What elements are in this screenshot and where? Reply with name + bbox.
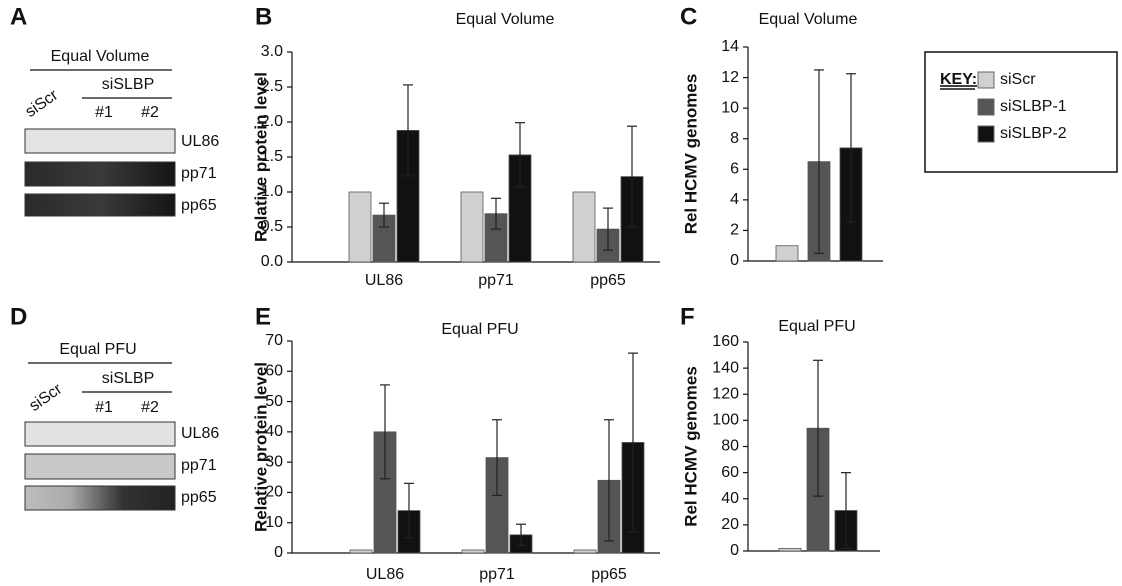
y-tick-label: 2.5 (261, 78, 283, 95)
chart: F Equal PFU Rel HCMV genomes 0 20 40 60 80 100 12… (680, 303, 880, 559)
panel-letter: F (680, 303, 695, 330)
y-tick-label: 3.0 (261, 43, 283, 60)
y-tick-label: 60 (721, 464, 739, 481)
bar (462, 550, 484, 553)
y-tick-label: 10 (265, 514, 283, 531)
legend-swatch (978, 126, 994, 142)
band-label: UL86 (181, 133, 219, 150)
y-tick-label: 160 (712, 333, 739, 350)
legend-swatch (978, 99, 994, 115)
y-tick-label: 0 (730, 542, 739, 559)
blot-band (25, 454, 175, 479)
y-tick-label: 20 (265, 484, 283, 501)
legend-label: siSLBP-1 (1000, 98, 1067, 115)
y-tick-label: 60 (265, 363, 283, 380)
legend-swatch (978, 72, 994, 88)
panel-letter: A (10, 3, 27, 30)
lane-label: #1 (95, 104, 113, 121)
bar (574, 550, 596, 553)
panel-letter: D (10, 303, 27, 330)
chart-title: Equal Volume (759, 11, 858, 28)
y-tick-label: 0 (730, 252, 739, 269)
lane-label: siScr (22, 86, 61, 121)
blot-band (25, 194, 175, 216)
legend-label: siSLBP-2 (1000, 125, 1067, 142)
y-tick-label: 6 (730, 161, 739, 178)
y-tick-label: 2.0 (261, 113, 283, 130)
x-tick-label: pp65 (591, 566, 627, 583)
y-tick-label: 0.5 (261, 218, 283, 235)
y-tick-label: 120 (712, 385, 739, 402)
y-tick-label: 40 (721, 490, 739, 507)
y-tick-label: 20 (721, 516, 739, 533)
lane-label: #2 (141, 399, 159, 416)
bar (461, 192, 483, 262)
y-tick-label: 10 (721, 99, 739, 116)
lane-label: #1 (95, 399, 113, 416)
y-tick-label: 14 (721, 38, 739, 55)
chart-title: Equal PFU (778, 318, 855, 335)
blot-title: Equal PFU (59, 341, 136, 358)
y-tick-label: 140 (712, 359, 739, 376)
chart: C Equal Volume Rel HCMV genomes 0 2 4 6 8 10 12 14 (680, 3, 883, 269)
bar (349, 192, 371, 262)
group-label: siSLBP (102, 76, 154, 93)
x-tick-label: UL86 (365, 272, 403, 289)
y-tick-label: 8 (730, 130, 739, 147)
y-tick-label: 2 (730, 222, 739, 239)
y-axis-label: Relative protein level (251, 362, 270, 532)
figure: A Equal Volume siScr siSLBP #1 #2 UL86 p… (0, 0, 1122, 586)
band-label: UL86 (181, 425, 219, 442)
y-tick-label: 0.0 (261, 253, 283, 270)
y-tick-label: 80 (721, 438, 739, 455)
y-tick-label: 100 (712, 412, 739, 429)
chart-title: Equal PFU (441, 321, 518, 338)
bar (779, 548, 801, 551)
y-tick-label: 1.0 (261, 183, 283, 200)
group-label: siSLBP (102, 370, 154, 387)
legend-title: KEY: (940, 71, 977, 88)
y-tick-label: 1.5 (261, 148, 283, 165)
bar (350, 550, 372, 553)
y-tick-label: 30 (265, 453, 283, 470)
x-tick-label: pp71 (479, 566, 515, 583)
y-tick-label: 50 (265, 393, 283, 410)
band-label: pp71 (181, 165, 217, 182)
blot-band (25, 162, 175, 186)
lane-label: siScr (26, 380, 65, 415)
y-axis-label: Rel HCMV genomes (681, 366, 700, 527)
y-tick-label: 0 (274, 544, 283, 561)
bar (573, 192, 595, 262)
x-tick-label: pp71 (478, 272, 514, 289)
y-tick-label: 12 (721, 69, 739, 86)
y-tick-label: 40 (265, 423, 283, 440)
band-label: pp71 (181, 457, 217, 474)
blot-title: Equal Volume (51, 48, 150, 65)
y-tick-label: 4 (730, 191, 739, 208)
x-tick-label: pp65 (590, 272, 626, 289)
blot-panel: A Equal Volume siScr siSLBP #1 #2 UL86 p… (10, 3, 219, 216)
panel-letter: C (680, 3, 697, 30)
blot-band (25, 486, 175, 510)
y-axis-label: Rel HCMV genomes (681, 74, 700, 235)
band-label: pp65 (181, 197, 217, 214)
x-tick-label: UL86 (366, 566, 404, 583)
blot-band (25, 129, 175, 153)
blot-band (25, 422, 175, 446)
page: A Equal Volume siScr siSLBP #1 #2 UL86 p… (0, 0, 1122, 586)
legend-label: siScr (1000, 71, 1036, 88)
chart-title: Equal Volume (456, 11, 555, 28)
y-tick-label: 70 (265, 332, 283, 349)
bar (776, 246, 798, 261)
lane-label: #2 (141, 104, 159, 121)
band-label: pp65 (181, 489, 217, 506)
panel-letter: B (255, 3, 272, 30)
blot-panel: D Equal PFU siScr siSLBP #1 #2 UL86 pp71… (10, 303, 219, 510)
panel-letter: E (255, 303, 271, 330)
